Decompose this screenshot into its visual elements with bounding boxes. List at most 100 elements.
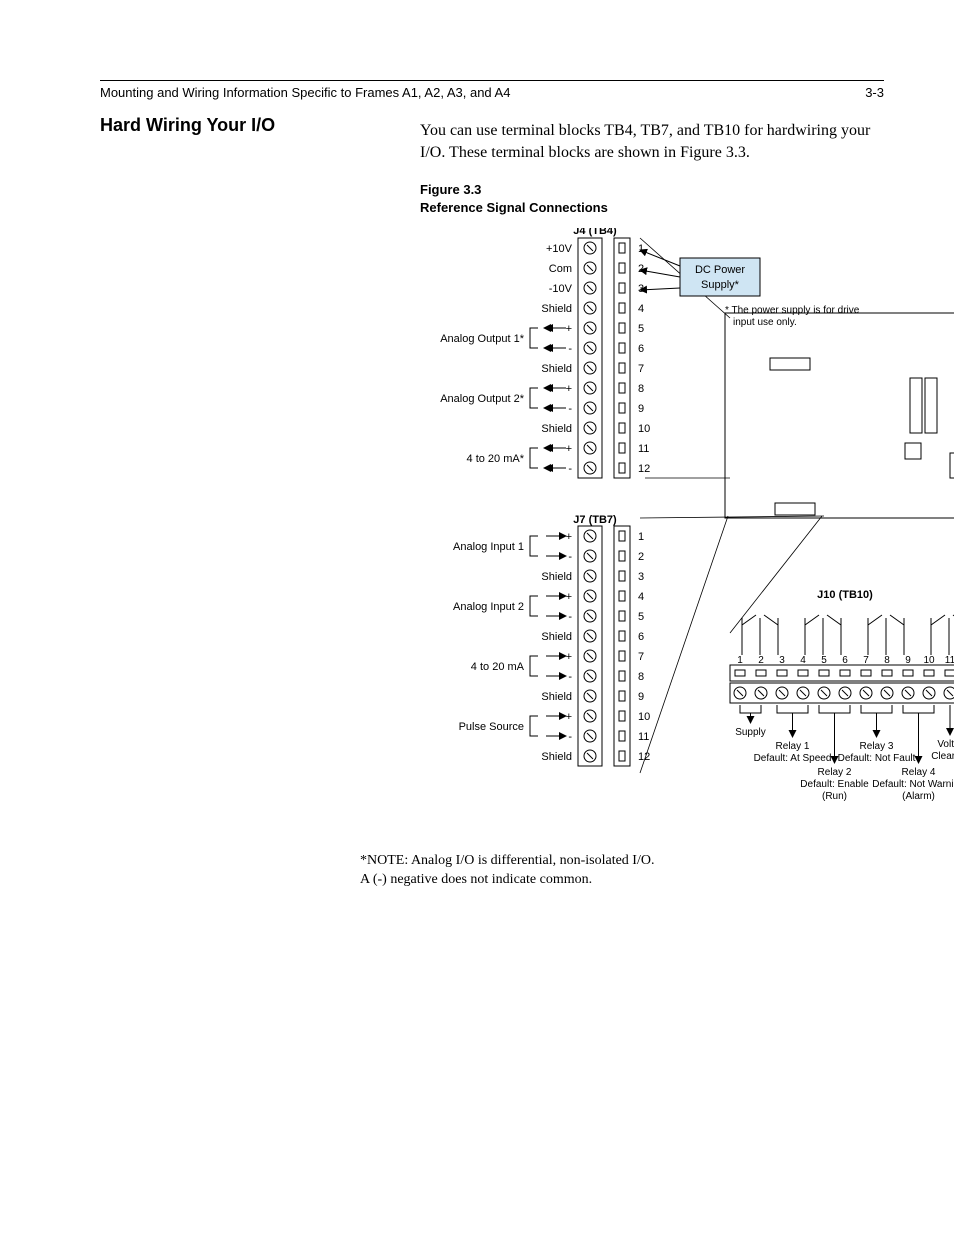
svg-text:8: 8 xyxy=(884,655,890,666)
svg-text:9: 9 xyxy=(638,691,644,703)
dc-power-box: DC Power Supply* xyxy=(680,258,760,296)
svg-text:Default: Not Fault: Default: Not Fault xyxy=(838,753,916,764)
svg-text:Shield: Shield xyxy=(541,751,572,763)
svg-text:-: - xyxy=(568,671,572,683)
svg-text:11: 11 xyxy=(945,655,954,666)
svg-text:Voltage: Voltage xyxy=(937,739,954,750)
svg-text:-: - xyxy=(568,403,572,415)
svg-text:Shield: Shield xyxy=(541,691,572,703)
svg-text:5: 5 xyxy=(638,611,644,623)
svg-text:1: 1 xyxy=(638,531,644,543)
svg-text:(Alarm): (Alarm) xyxy=(902,791,935,802)
svg-text:12: 12 xyxy=(638,751,650,763)
svg-text:(Run): (Run) xyxy=(822,791,847,802)
svg-text:Relay 1: Relay 1 xyxy=(776,741,810,752)
svg-text:Shield: Shield xyxy=(541,631,572,643)
svg-text:2: 2 xyxy=(638,551,644,563)
tb10-title: J10 (TB10) xyxy=(817,589,873,601)
board-outline xyxy=(725,313,954,518)
svg-text:Relay 3: Relay 3 xyxy=(860,741,894,752)
svg-text:Analog Output 1*: Analog Output 1* xyxy=(440,333,525,345)
svg-text:6: 6 xyxy=(842,655,848,666)
svg-text:Supply: Supply xyxy=(735,727,766,738)
svg-text:10: 10 xyxy=(923,655,935,666)
svg-text:Clearance: Clearance xyxy=(931,751,954,762)
svg-text:5: 5 xyxy=(638,323,644,335)
svg-text:Analog Input 2: Analog Input 2 xyxy=(453,601,524,613)
tb7-title: J7 (TB7) xyxy=(573,514,617,526)
svg-text:1: 1 xyxy=(737,655,743,666)
svg-text:7: 7 xyxy=(863,655,869,666)
svg-text:6: 6 xyxy=(638,631,644,643)
body-paragraph: You can use terminal blocks TB4, TB7, an… xyxy=(420,120,884,163)
svg-text:10: 10 xyxy=(638,423,650,435)
svg-text:9: 9 xyxy=(638,403,644,415)
svg-text:+: + xyxy=(566,651,572,663)
svg-text:+: + xyxy=(566,531,572,543)
svg-text:-: - xyxy=(568,463,572,475)
tb7-block: 1 +2 - Analog Input 1 3 Shield 4 +5 - Analog Inpu… xyxy=(453,526,650,766)
footnotes: *NOTE: Analog I/O is differential, non-i… xyxy=(360,851,884,890)
svg-text:+: + xyxy=(566,591,572,603)
svg-text:4: 4 xyxy=(800,655,806,666)
svg-text:+: + xyxy=(566,443,572,455)
dc-line1: DC Power xyxy=(695,264,745,276)
svg-text:Shield: Shield xyxy=(541,363,572,375)
diagram: DC Power Supply* * The power supply is f… xyxy=(350,228,884,843)
section-title: Hard Wiring Your I/O xyxy=(100,115,275,136)
svg-text:2: 2 xyxy=(758,655,764,666)
header-right: 3-3 xyxy=(865,85,884,100)
svg-text:-: - xyxy=(568,611,572,623)
svg-text:Analog Input 1: Analog Input 1 xyxy=(453,541,524,553)
svg-text:-: - xyxy=(568,551,572,563)
svg-text:Default: Not Warning: Default: Not Warning xyxy=(872,779,954,790)
tb10-block: 123456789101112SupplyRelay 1Default: At … xyxy=(730,615,954,802)
svg-text:10: 10 xyxy=(638,711,650,723)
footnote2: A (-) negative does not indicate common. xyxy=(360,870,884,890)
svg-text:Shield: Shield xyxy=(541,423,572,435)
svg-text:3: 3 xyxy=(638,571,644,583)
svg-text:-10V: -10V xyxy=(549,283,573,295)
svg-text:+10V: +10V xyxy=(546,243,573,255)
svg-text:1: 1 xyxy=(638,243,644,255)
svg-text:Shield: Shield xyxy=(541,303,572,315)
header-row: Mounting and Wiring Information Specific… xyxy=(100,85,884,100)
svg-text:12: 12 xyxy=(638,463,650,475)
svg-text:Default: Enable: Default: Enable xyxy=(800,779,869,790)
svg-text:+: + xyxy=(566,383,572,395)
svg-text:Relay 4: Relay 4 xyxy=(902,767,936,778)
svg-text:3: 3 xyxy=(638,283,644,295)
svg-text:4: 4 xyxy=(638,303,644,315)
header-rule xyxy=(100,80,884,81)
power-note-l2: input use only. xyxy=(733,317,797,328)
svg-text:2: 2 xyxy=(638,263,644,275)
svg-text:+: + xyxy=(566,711,572,723)
svg-text:8: 8 xyxy=(638,671,644,683)
svg-text:5: 5 xyxy=(821,655,827,666)
svg-text:Pulse Source: Pulse Source xyxy=(459,721,524,733)
svg-text:11: 11 xyxy=(638,443,649,455)
svg-text:Com: Com xyxy=(549,263,572,275)
power-note-l1: * The power supply is for drive xyxy=(725,305,860,316)
svg-text:Default: At Speed: Default: At Speed xyxy=(754,753,832,764)
svg-text:4 to 20 mA: 4 to 20 mA xyxy=(471,661,525,673)
header-left: Mounting and Wiring Information Specific… xyxy=(100,85,510,100)
svg-text:+: + xyxy=(566,323,572,335)
tb4-title: J4 (TB4) xyxy=(573,228,617,237)
svg-text:-: - xyxy=(568,731,572,743)
svg-text:11: 11 xyxy=(638,731,649,743)
svg-text:3: 3 xyxy=(779,655,785,666)
svg-text:4 to 20 mA*: 4 to 20 mA* xyxy=(467,453,525,465)
svg-text:Relay 2: Relay 2 xyxy=(818,767,852,778)
svg-text:7: 7 xyxy=(638,651,644,663)
dc-line2: Supply* xyxy=(701,279,740,291)
svg-text:-: - xyxy=(568,343,572,355)
svg-text:6: 6 xyxy=(638,343,644,355)
figure-num: Figure 3.3 xyxy=(420,182,481,197)
svg-text:Shield: Shield xyxy=(541,571,572,583)
svg-text:4: 4 xyxy=(638,591,644,603)
svg-text:9: 9 xyxy=(905,655,911,666)
svg-text:8: 8 xyxy=(638,383,644,395)
figure-title: Reference Signal Connections xyxy=(420,200,608,215)
svg-text:7: 7 xyxy=(638,363,644,375)
